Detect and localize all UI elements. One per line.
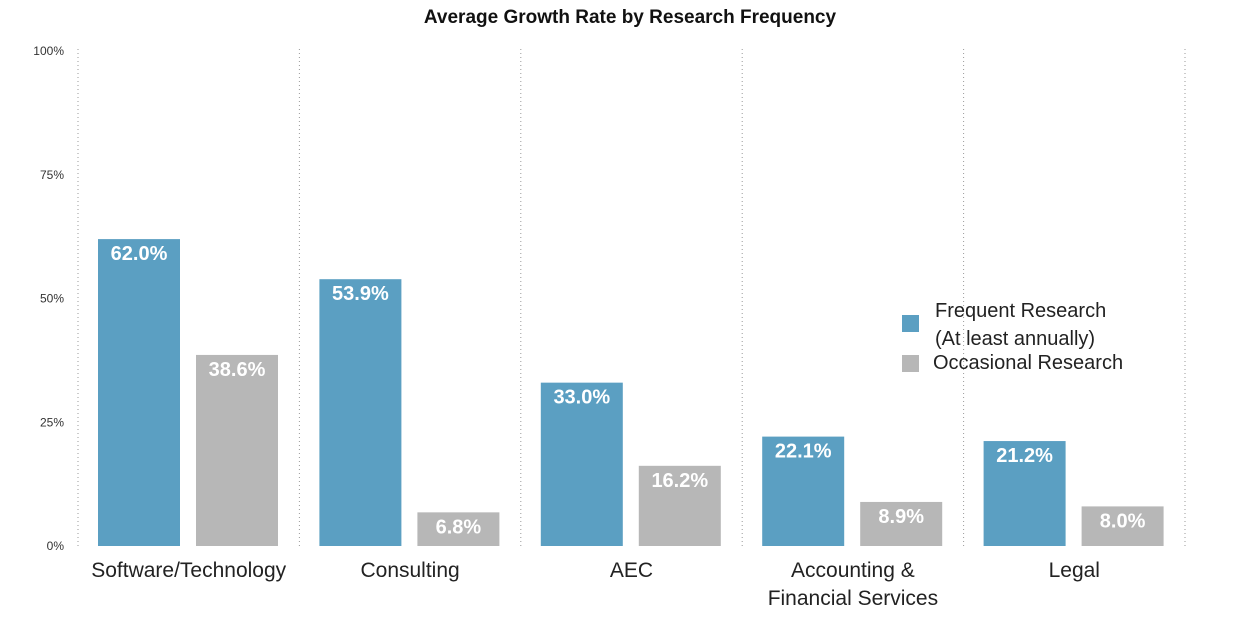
bar-value-label: 62.0% (111, 243, 168, 265)
y-tick-label: 0% (47, 539, 65, 553)
bar-value-label: 38.6% (209, 359, 266, 381)
bar-value-label: 21.2% (996, 445, 1053, 467)
bar-value-label: 22.1% (775, 441, 832, 463)
bar-frequent (762, 436, 845, 546)
bar-value-label: 8.9% (878, 506, 924, 528)
bars-layer: 62.0% 53.9% 33.0% 22.1% 21.2% 38.6% 6.8% 16.2% 8… (98, 239, 1164, 546)
y-tick-label: 50% (40, 292, 64, 306)
legend-label: Frequent Research (935, 300, 1106, 322)
legend-swatch (902, 355, 919, 372)
chart-title: Average Growth Rate by Research Frequenc… (424, 7, 837, 28)
bar-occasional (860, 501, 943, 546)
grid-layer (77, 49, 1186, 546)
bar-occasional (417, 512, 500, 546)
bar-frequent (540, 382, 623, 546)
x-category-label: Legal (1049, 559, 1100, 582)
bar-frequent (319, 279, 402, 546)
x-category-label: Consulting (360, 559, 459, 582)
x-category-label: AEC (610, 559, 653, 582)
x-category-label: Accounting & Financial Services (768, 559, 938, 610)
bar-value-label: 8.0% (1100, 510, 1146, 532)
bar-occasional (196, 354, 278, 546)
bar-value-label: 33.0% (553, 387, 610, 409)
x-axis: Software/Technology Consulting AEC Accounti… (91, 559, 1100, 610)
legend-label: Occasional Research (933, 352, 1123, 374)
y-tick-label: 100% (33, 44, 64, 58)
legend-swatch (902, 315, 919, 332)
y-tick-label: 75% (40, 168, 64, 182)
bar-occasional (1081, 506, 1164, 546)
bar-value-label: 53.9% (332, 283, 389, 305)
bar-frequent (983, 441, 1066, 546)
bar-occasional (638, 465, 721, 546)
y-axis: 0% 25% 50% 75% 100% (33, 44, 64, 553)
bar-value-label: 16.2% (651, 470, 708, 492)
bar-frequent (98, 239, 180, 546)
legend: Frequent Research (At least annually)Occa… (902, 300, 1123, 374)
legend-label: (At least annually) (935, 328, 1095, 350)
x-category-label: Software/Technology (91, 559, 286, 582)
y-tick-label: 25% (40, 415, 64, 429)
bar-value-label: 6.8% (436, 516, 482, 538)
